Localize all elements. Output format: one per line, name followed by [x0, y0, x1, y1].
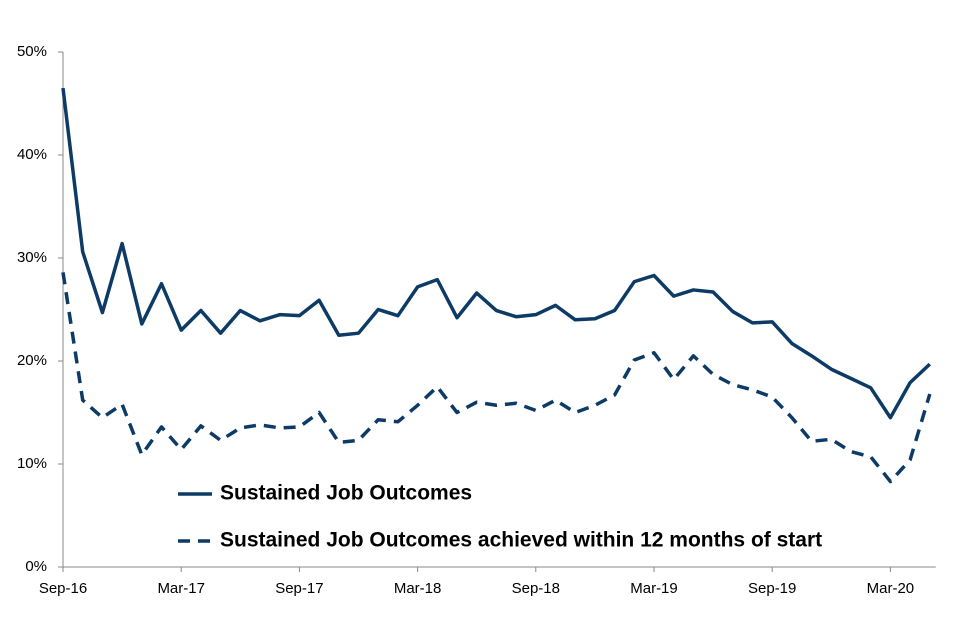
y-tick-label: 0% [25, 558, 47, 575]
series-line [61, 272, 932, 484]
x-tick-label: Sep-19 [748, 580, 796, 597]
x-tick-label: Mar-19 [630, 580, 678, 597]
legend-label: Sustained Job Outcomes achieved within 1… [220, 529, 822, 552]
x-tick-label: Sep-16 [39, 580, 87, 597]
x-tick-label: Sep-17 [275, 580, 323, 597]
x-tick-label: Mar-17 [157, 580, 205, 597]
legend-label: Sustained Job Outcomes [220, 482, 472, 505]
y-tick-label: 50% [17, 43, 47, 60]
y-tick-label: 10% [17, 455, 47, 472]
x-tick-label: Mar-20 [867, 580, 915, 597]
y-tick-label: 20% [17, 352, 47, 369]
x-tick-label: Mar-18 [394, 580, 442, 597]
x-tick-label: Sep-18 [512, 580, 560, 597]
y-tick-label: 40% [17, 146, 47, 163]
y-tick-label: 30% [17, 249, 47, 266]
series-line [61, 87, 931, 420]
